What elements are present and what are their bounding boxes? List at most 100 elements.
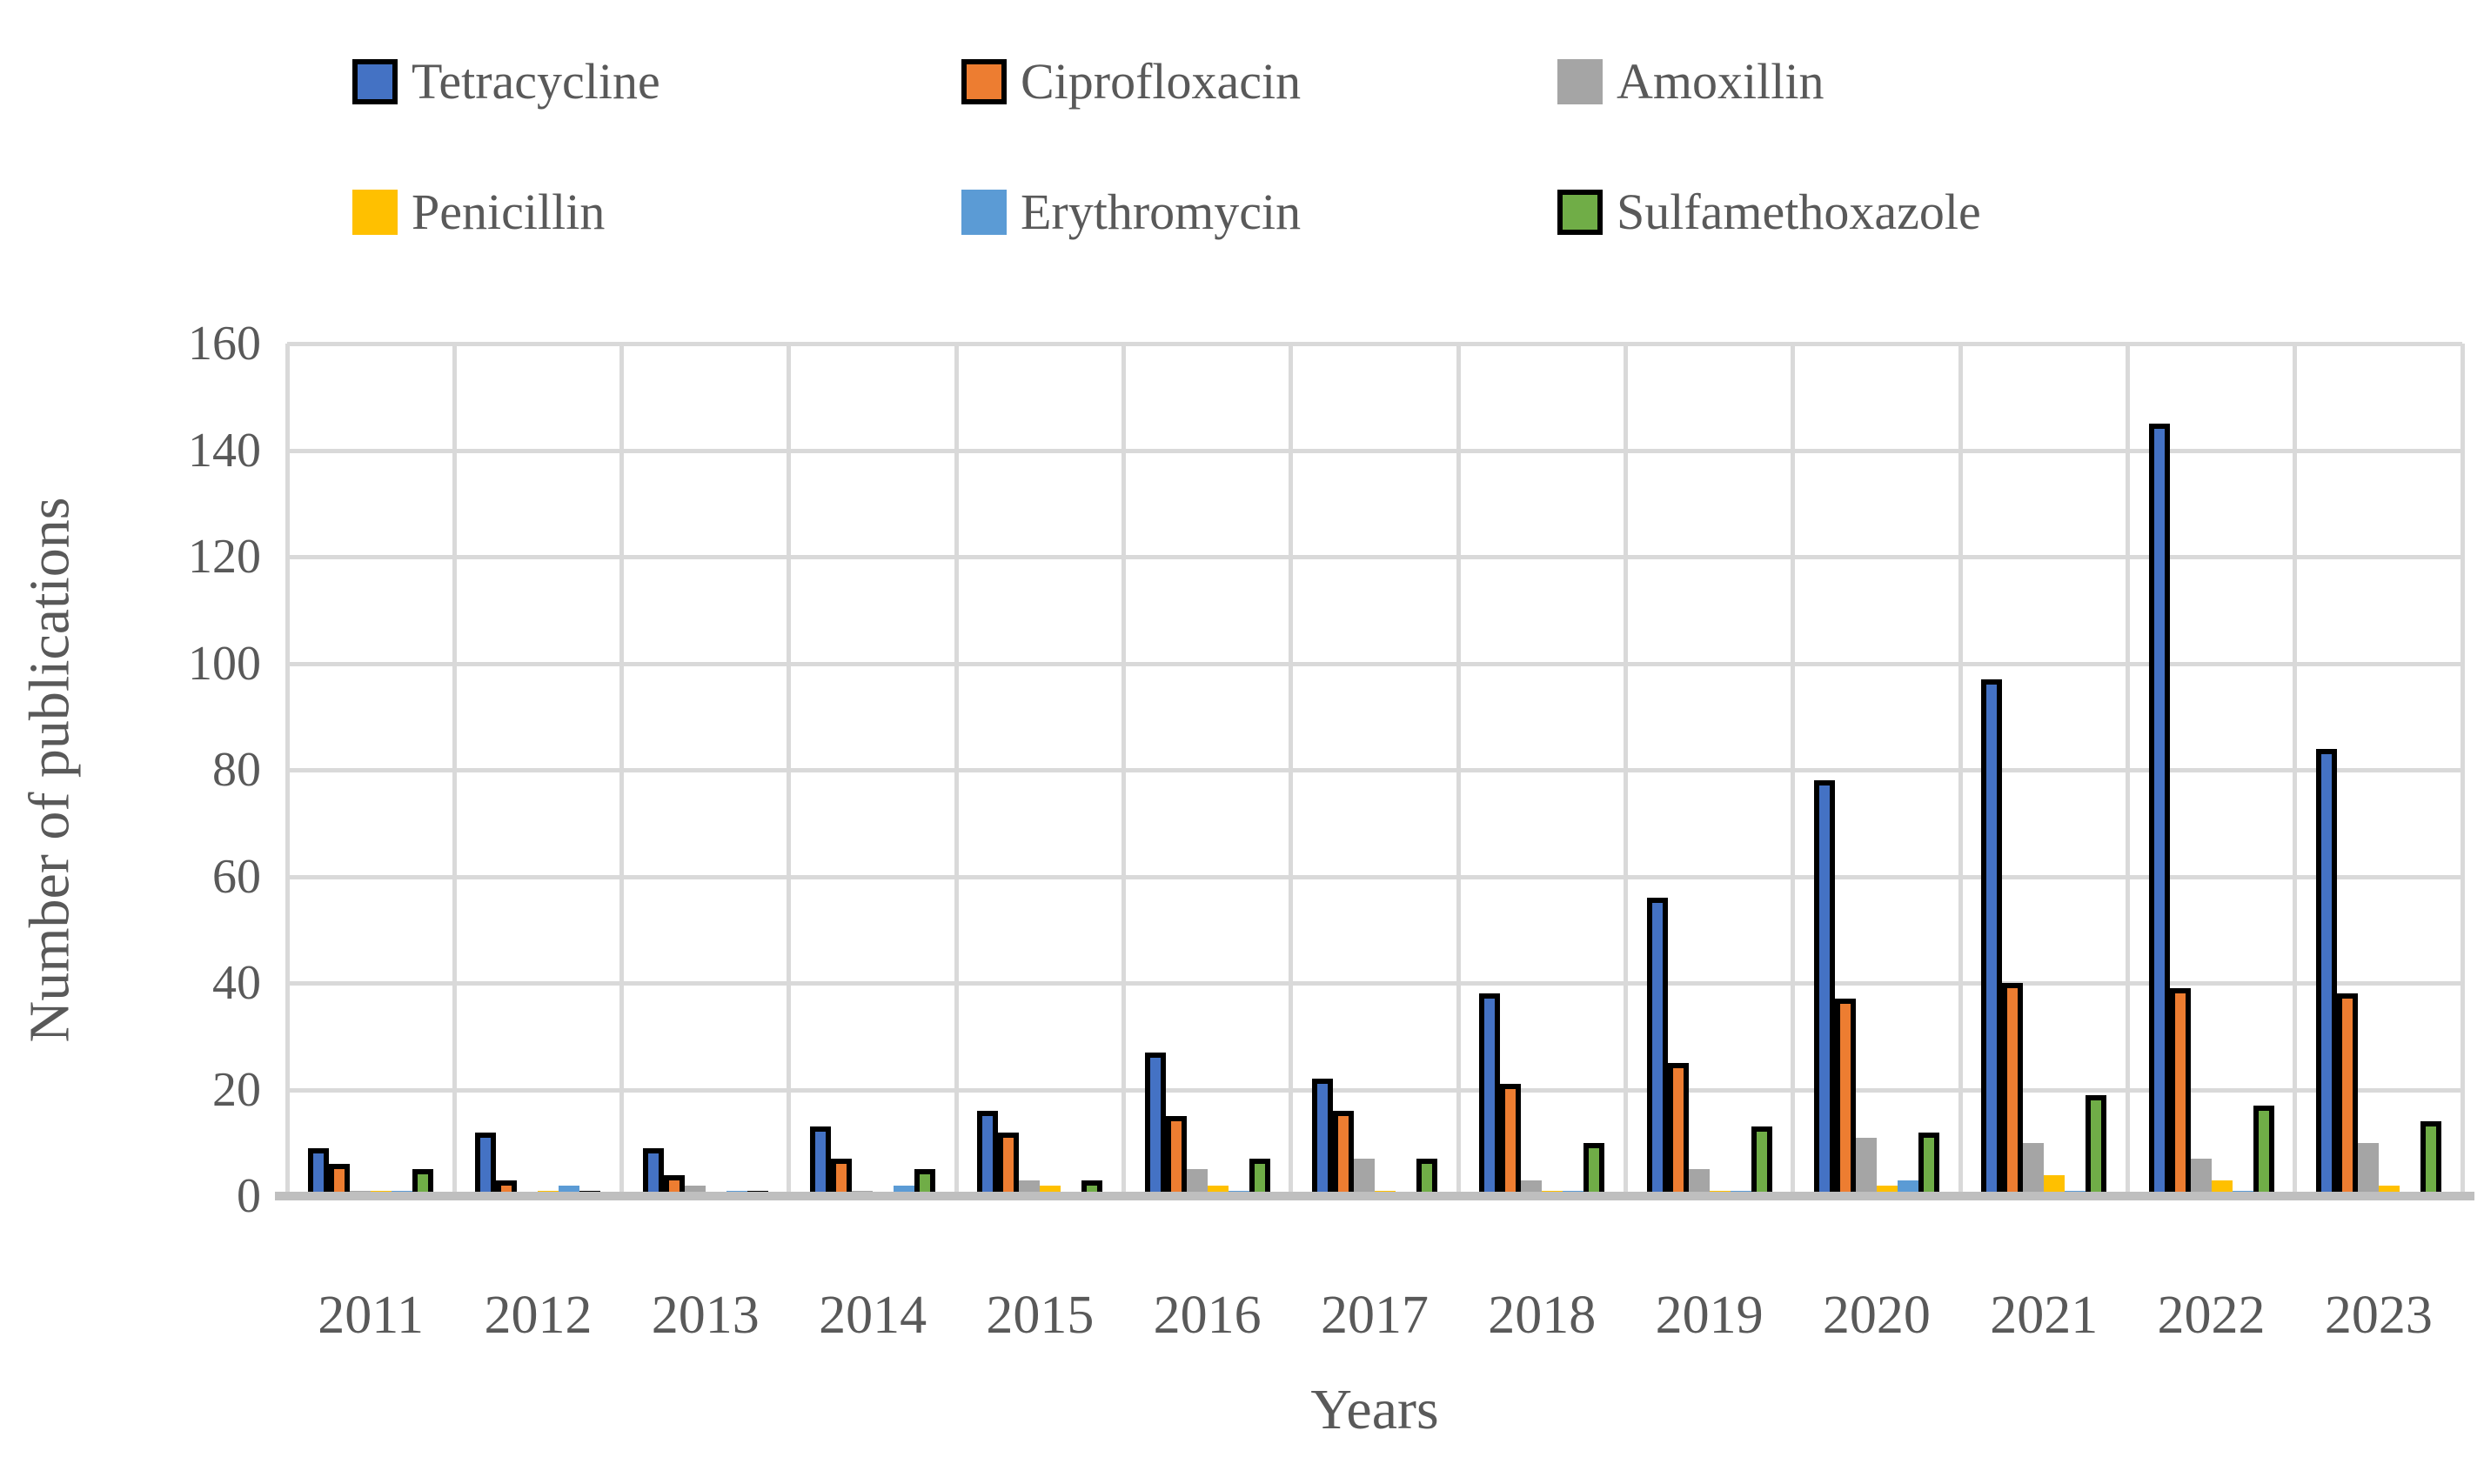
bar-ciprofloxacin-2011 — [329, 1164, 351, 1196]
x-axis-title: Years — [1310, 1378, 1439, 1441]
bar-group-2016 — [1124, 344, 1291, 1196]
vertical-gridline — [787, 344, 792, 1196]
bar-amoxillin-2016 — [1186, 1169, 1208, 1196]
x-tick-label: 2016 — [1153, 1286, 1262, 1345]
bar-sulfamethoxazole-2021 — [2086, 1094, 2107, 1196]
bar-tetracycline-2021 — [1981, 678, 2003, 1196]
bar-tetracycline-2016 — [1144, 1052, 1166, 1196]
legend-swatch-icon — [961, 59, 1007, 104]
y-tick-label: 120 — [188, 530, 261, 584]
legend-item-amoxillin: Amoxillin — [1557, 54, 1824, 110]
bar-ciprofloxacin-2016 — [1165, 1116, 1187, 1196]
x-tick-label: 2020 — [1822, 1286, 1931, 1345]
bar-ciprofloxacin-2018 — [1500, 1084, 1522, 1196]
bar-tetracycline-2012 — [475, 1132, 497, 1196]
x-tick-label: 2018 — [1488, 1286, 1597, 1345]
legend-label: Penicillin — [412, 184, 606, 240]
x-tick-label: 2019 — [1655, 1286, 1764, 1345]
horizontal-gridline — [287, 661, 2462, 666]
legend-label: Ciprofloxacin — [1021, 53, 1302, 110]
x-axis-line — [275, 1192, 2474, 1200]
bar-amoxillin-2021 — [2023, 1142, 2045, 1196]
legend-swatch-icon — [961, 190, 1007, 235]
vertical-gridline — [2125, 344, 2130, 1196]
bar-tetracycline-2018 — [1479, 993, 1501, 1196]
bar-ciprofloxacin-2020 — [1834, 999, 1856, 1196]
bar-group-2021 — [1960, 344, 2127, 1196]
x-tick-label: 2015 — [986, 1286, 1095, 1345]
bar-ciprofloxacin-2023 — [2336, 993, 2358, 1196]
bar-tetracycline-2014 — [810, 1126, 832, 1196]
x-tick-label: 2011 — [318, 1286, 424, 1345]
legend-item-sulfamethoxazole: Sulfamethoxazole — [1557, 184, 1981, 240]
bar-amoxillin-2020 — [1855, 1137, 1877, 1196]
vertical-gridline — [954, 344, 959, 1196]
vertical-gridline — [452, 344, 457, 1196]
bar-tetracycline-2013 — [642, 1147, 664, 1196]
bar-amoxillin-2023 — [2357, 1142, 2379, 1196]
bar-group-2019 — [1625, 344, 1792, 1196]
y-tick-label: 0 — [237, 1169, 261, 1223]
legend-item-tetracycline: Tetracycline — [352, 54, 660, 110]
vertical-gridline — [1289, 344, 1294, 1196]
bar-sulfamethoxazole-2022 — [2253, 1105, 2274, 1196]
legend-swatch-icon — [352, 190, 398, 235]
bar-group-2022 — [2127, 344, 2294, 1196]
y-tick-label: 100 — [188, 636, 261, 691]
bar-tetracycline-2019 — [1646, 898, 1668, 1196]
legend-swatch-icon — [1557, 190, 1603, 235]
legend-label: Amoxillin — [1617, 53, 1825, 110]
legend-label: Sulfamethoxazole — [1617, 184, 1981, 240]
y-tick-label: 60 — [212, 849, 261, 904]
bar-sulfamethoxazole-2019 — [1751, 1126, 1772, 1196]
bar-group-2023 — [2295, 344, 2462, 1196]
bar-group-2018 — [1458, 344, 1625, 1196]
bar-group-2011 — [287, 344, 454, 1196]
y-tick-label: 20 — [212, 1062, 261, 1117]
bar-tetracycline-2017 — [1311, 1079, 1333, 1196]
vertical-gridline — [2293, 344, 2298, 1196]
bar-ciprofloxacin-2014 — [831, 1159, 853, 1196]
bar-tetracycline-2015 — [977, 1111, 999, 1196]
bar-ciprofloxacin-2017 — [1332, 1111, 1354, 1196]
bar-sulfamethoxazole-2020 — [1918, 1132, 1939, 1196]
x-tick-label: 2012 — [484, 1286, 593, 1345]
y-tick-label: 40 — [212, 956, 261, 1010]
plot-area — [275, 342, 2474, 1200]
x-tick-label: 2023 — [2324, 1286, 2433, 1345]
vertical-gridline — [619, 344, 625, 1196]
vertical-gridline — [1456, 344, 1461, 1196]
horizontal-gridline — [287, 1087, 2462, 1093]
legend-item-penicillin: Penicillin — [352, 184, 605, 240]
bar-sulfamethoxazole-2011 — [412, 1169, 434, 1196]
vertical-gridline — [1623, 344, 1628, 1196]
horizontal-gridline — [287, 342, 2462, 346]
bar-tetracycline-2023 — [2315, 748, 2337, 1196]
bar-group-2020 — [1793, 344, 1960, 1196]
legend-swatch-icon — [352, 59, 398, 104]
bar-amoxillin-2022 — [2190, 1159, 2212, 1196]
bar-group-2015 — [956, 344, 1123, 1196]
horizontal-gridline — [287, 768, 2462, 772]
bar-group-2013 — [622, 344, 789, 1196]
legend-item-ciprofloxacin: Ciprofloxacin — [961, 54, 1301, 110]
y-tick-label: 80 — [212, 743, 261, 797]
horizontal-gridline — [287, 448, 2462, 453]
horizontal-gridline — [287, 555, 2462, 559]
bar-sulfamethoxazole-2016 — [1249, 1159, 1270, 1196]
bar-sulfamethoxazole-2017 — [1416, 1159, 1437, 1196]
legend-swatch-icon — [1557, 59, 1603, 104]
y-tick-label: 160 — [188, 317, 261, 371]
vertical-gridline — [285, 344, 290, 1196]
bar-ciprofloxacin-2019 — [1667, 1062, 1689, 1196]
bar-tetracycline-2020 — [1813, 780, 1835, 1196]
bar-group-2012 — [454, 344, 621, 1196]
vertical-gridline — [2460, 344, 2465, 1196]
horizontal-gridline — [287, 874, 2462, 879]
x-tick-label: 2013 — [651, 1286, 760, 1345]
bar-sulfamethoxazole-2014 — [914, 1169, 936, 1196]
horizontal-gridline — [287, 981, 2462, 986]
bar-sulfamethoxazole-2018 — [1583, 1142, 1605, 1196]
bar-ciprofloxacin-2015 — [998, 1132, 1020, 1196]
